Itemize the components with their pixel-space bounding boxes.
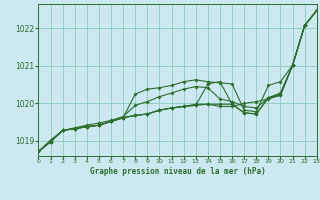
X-axis label: Graphe pression niveau de la mer (hPa): Graphe pression niveau de la mer (hPa) — [90, 167, 266, 176]
